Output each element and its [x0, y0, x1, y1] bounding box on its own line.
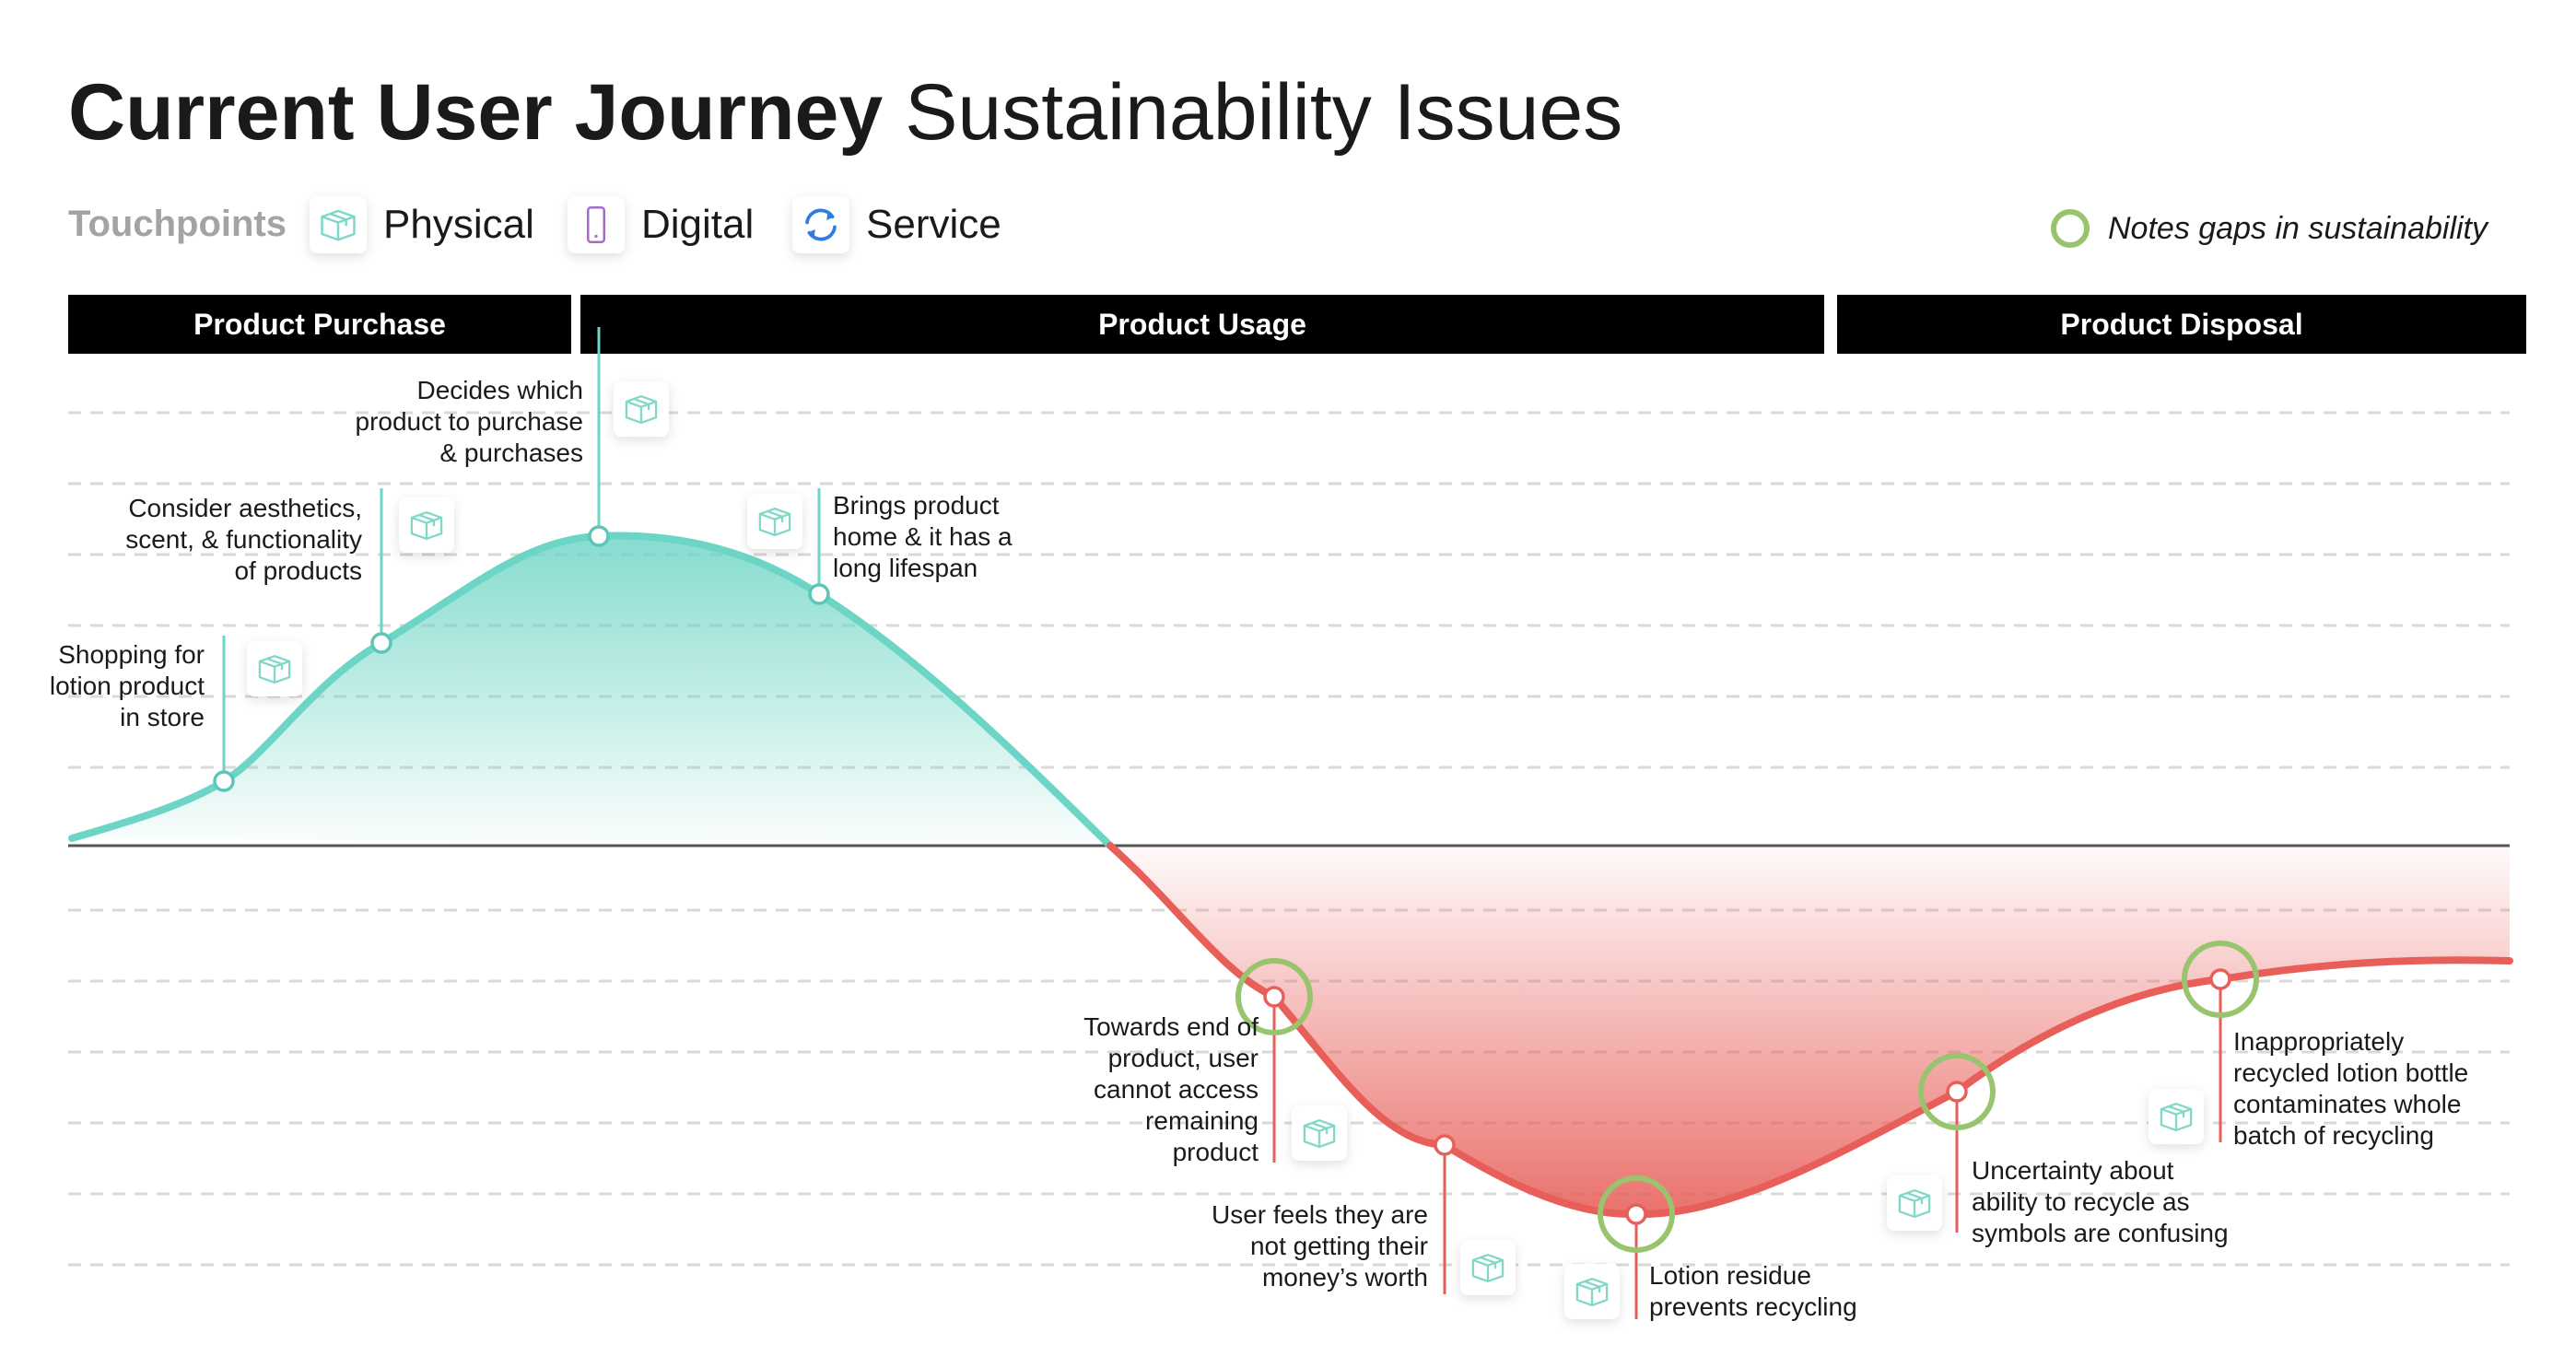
gap-ring — [2182, 941, 2259, 1018]
moment-marker — [1946, 1081, 1968, 1103]
phase-product-usage: Product Usage — [580, 295, 1824, 354]
page-title: Current User Journey Sustainability Issu… — [68, 64, 1622, 160]
box-icon — [1564, 1264, 1620, 1319]
box-icon — [2149, 1089, 2204, 1144]
moment-label-consider: Consider aesthetics, scent, & functional… — [125, 494, 362, 585]
box-icon — [1292, 1105, 1347, 1161]
gap-legend-label: Notes gaps in sustainability — [2108, 210, 2488, 246]
moment-marker — [588, 525, 610, 547]
legend-physical-label: Physical — [383, 202, 534, 247]
legend-service: Service — [792, 195, 1001, 254]
legend-service-label: Service — [866, 202, 1001, 247]
moment-marker — [1434, 1134, 1456, 1156]
box-icon — [399, 497, 454, 553]
moment-label-contaminates: Inappropriately recycled lotion bottle c… — [2233, 1027, 2469, 1150]
box-icon — [747, 494, 802, 549]
touchpoints-label: Touchpoints — [68, 204, 287, 244]
moment-label-uncertainty: Uncertainty about ability to recycle as … — [1972, 1156, 2229, 1247]
title-bold: Current User Journey — [68, 68, 884, 157]
moment-label-end-of-product: Towards end of product, user cannot acce… — [1083, 1012, 1259, 1166]
moment-marker — [370, 632, 392, 654]
moment-label-money-worth: User feels they are not getting their mo… — [1212, 1200, 1428, 1292]
phone-icon — [568, 196, 625, 253]
moment-marker — [1263, 986, 1285, 1008]
box-icon — [1460, 1240, 1516, 1295]
phase-product-purchase: Product Purchase — [68, 295, 571, 354]
moment-marker — [1625, 1203, 1647, 1225]
box-icon — [310, 196, 367, 253]
positive-area — [72, 535, 1110, 846]
moment-marker — [808, 583, 830, 605]
refresh-icon — [792, 196, 849, 253]
moment-label-shopping: Shopping for lotion product in store — [49, 640, 205, 731]
box-icon — [1887, 1175, 1942, 1231]
gap-ring — [1235, 958, 1313, 1035]
negative-area — [1110, 846, 2510, 1215]
gap-ring — [1918, 1053, 1996, 1130]
moment-marker — [213, 770, 235, 792]
legend-physical: Physical — [310, 195, 534, 254]
moment-label-residue: Lotion residue prevents recycling — [1649, 1261, 1857, 1321]
moment-marker — [2209, 968, 2231, 990]
moment-label-brings-home: Brings product home & it has a long life… — [833, 491, 1013, 582]
title-light: Sustainability Issues — [905, 68, 1623, 157]
gap-legend: Notes gaps in sustainability — [2051, 203, 2488, 254]
box-icon — [247, 641, 302, 696]
gap-ring-icon — [2051, 209, 2090, 248]
phase-product-disposal: Product Disposal — [1837, 295, 2526, 354]
gap-ring — [1598, 1175, 1675, 1253]
legend-digital-label: Digital — [641, 202, 755, 247]
box-icon — [614, 381, 669, 437]
moment-label-decides: Decides which product to purchase & purc… — [355, 376, 584, 467]
legend-digital: Digital — [568, 195, 754, 254]
